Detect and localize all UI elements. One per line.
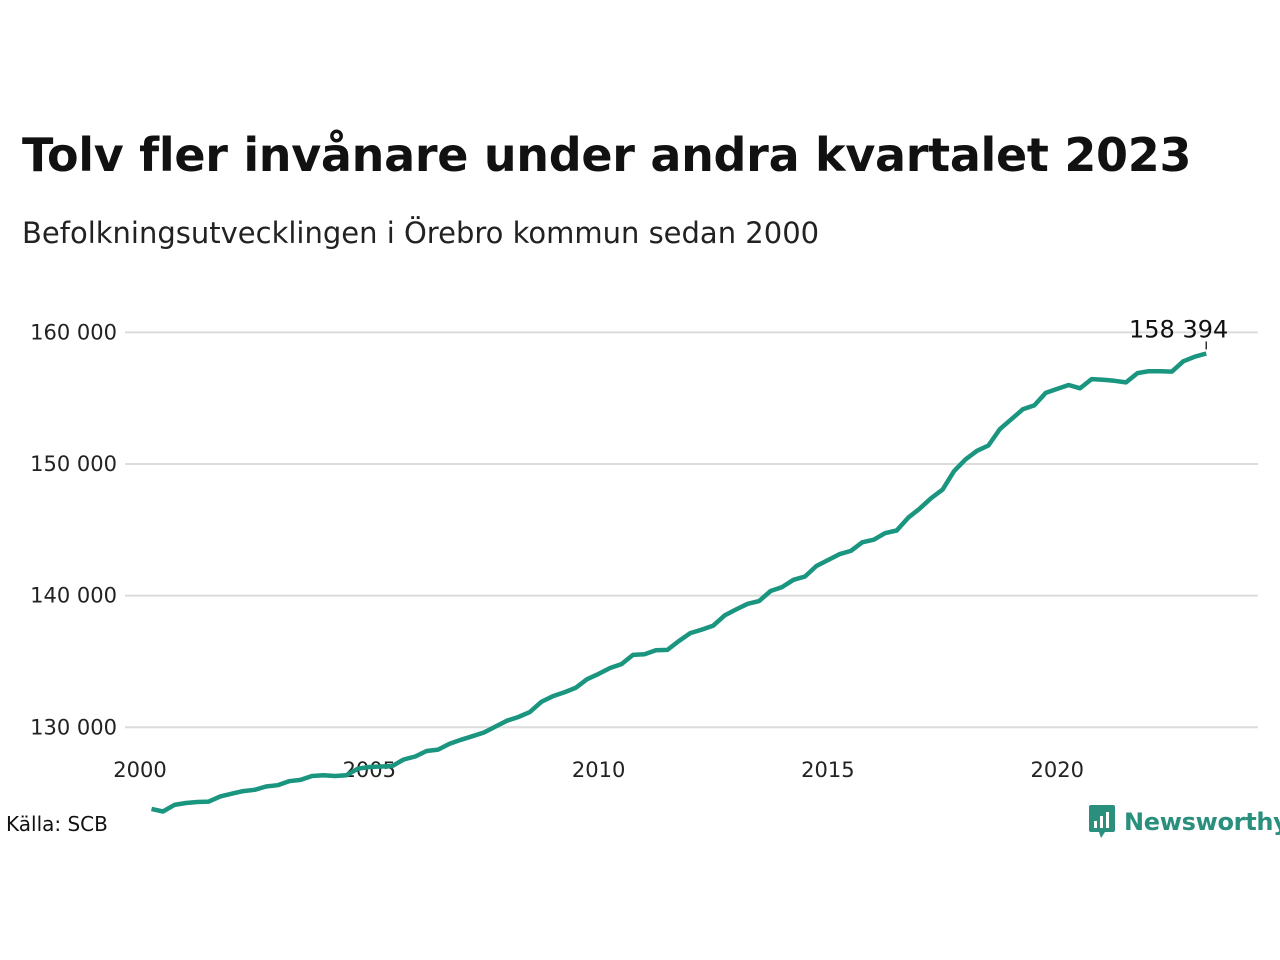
series-line (150, 351, 1207, 814)
brand-name: Newsworthy (1124, 808, 1280, 836)
y-tick-label: 140 000 (30, 584, 117, 608)
y-tick-label: 160 000 (30, 320, 117, 344)
end-value-label-group: 158 394 (1129, 315, 1228, 350)
x-tick-label: 2010 (572, 758, 625, 782)
x-tick-label: 2005 (343, 758, 396, 782)
newsworthy-logo-icon (1089, 805, 1115, 838)
x-tick-label: 2020 (1030, 758, 1083, 782)
x-tick-label: 2000 (113, 758, 166, 782)
x-tick-label: 2015 (801, 758, 854, 782)
chart-subtitle: Befolkningsutvecklingen i Örebro kommun … (22, 216, 820, 250)
x-axis-tick-labels: 2000 2005 2010 2015 2020 (113, 758, 1084, 782)
gridlines (125, 331, 1258, 729)
brand-logo: Newsworthy (1088, 804, 1280, 840)
y-axis-tick-labels: 130 000 140 000 150 000 160 000 (30, 320, 117, 739)
y-tick-label: 150 000 (30, 452, 117, 476)
y-tick-label: 130 000 (30, 715, 117, 739)
chart-title: Tolv fler invånare under andra kvartalet… (22, 128, 1192, 182)
series-line-group (150, 351, 1207, 814)
end-value-label: 158 394 (1129, 315, 1228, 343)
source-note: Källa: SCB (6, 812, 108, 836)
